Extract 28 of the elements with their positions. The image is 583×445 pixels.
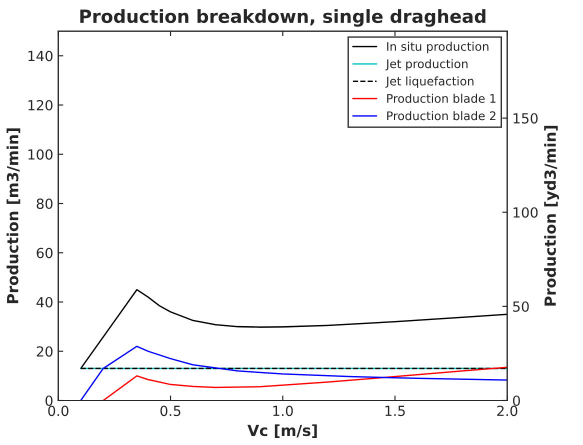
x-tick-label: 1.0 bbox=[273, 406, 293, 416]
y2-tick-label: 150 bbox=[514, 113, 538, 124]
y-tick-label: 20 bbox=[36, 346, 53, 357]
y-tick-label: 140 bbox=[28, 50, 53, 62]
legend-label: Production blade 1 bbox=[387, 94, 496, 103]
legend-label: Production blade 2 bbox=[387, 111, 496, 120]
line-series bbox=[80, 346, 508, 400]
y-tick-label: 0 bbox=[46, 395, 53, 406]
y2-tick-label: 0 bbox=[512, 395, 520, 406]
x-axis-title: Vc [m/s] bbox=[247, 424, 317, 438]
x-tick-label: 1.5 bbox=[385, 406, 405, 416]
y-tick-label: 60 bbox=[36, 248, 53, 258]
legend-label: Jet liquefaction bbox=[385, 76, 474, 88]
x-tick-label: 0.5 bbox=[160, 406, 180, 416]
y-tick-label: 40 bbox=[36, 296, 53, 308]
x-tick-label: 0.0 bbox=[48, 406, 68, 416]
y-axis-title: Production [m3/min] bbox=[6, 128, 20, 304]
chart-title: Production breakdown, single draghead bbox=[80, 9, 486, 27]
y-tick-label: 120 bbox=[28, 100, 53, 110]
y-tick-label: 100 bbox=[28, 149, 53, 160]
x-tick-label: 2.0 bbox=[497, 406, 518, 416]
y2-tick-label: 50 bbox=[513, 301, 529, 312]
legend-label: In situ production bbox=[387, 42, 488, 54]
y2-tick-label: 100 bbox=[514, 207, 538, 218]
legend-label: Jet production bbox=[385, 59, 468, 71]
y-tick-label: 80 bbox=[36, 198, 53, 209]
line-series bbox=[102, 366, 508, 400]
y2-axis-title: Production [yd3/min] bbox=[544, 126, 560, 306]
